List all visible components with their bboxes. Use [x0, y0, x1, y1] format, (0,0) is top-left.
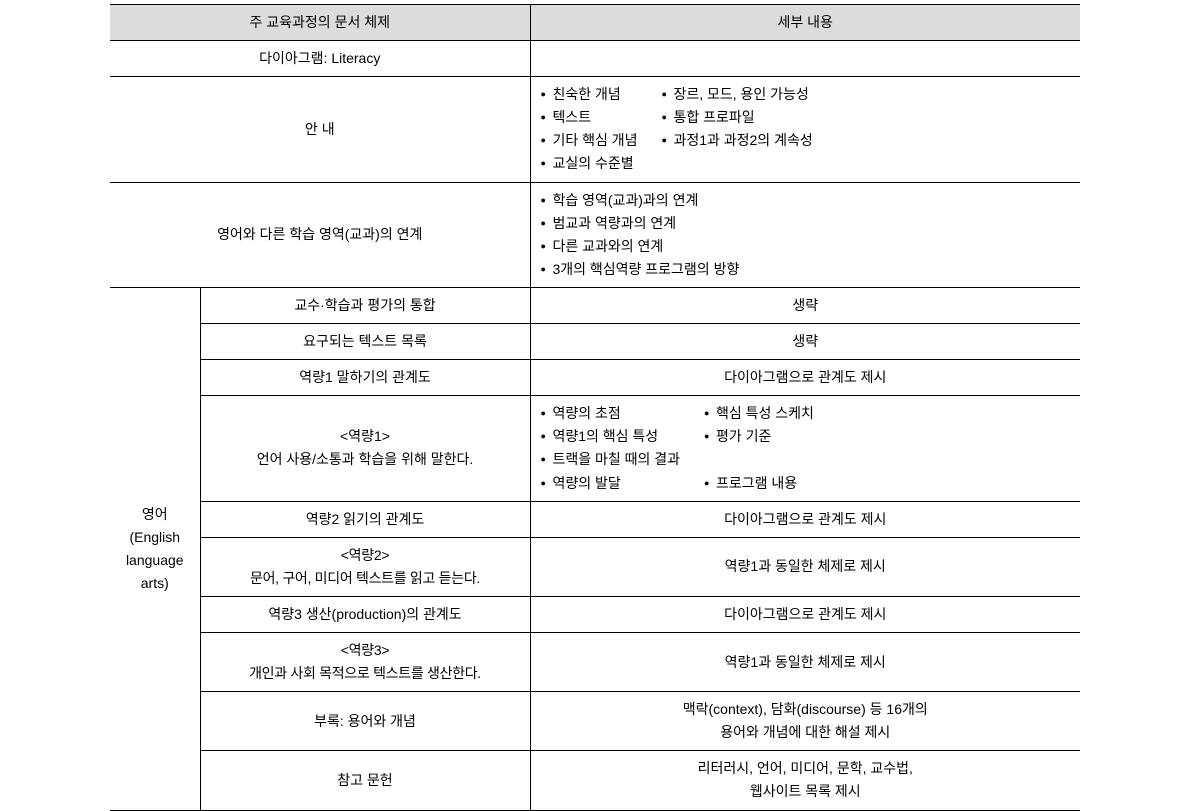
list-item: 과정1과 과정2의 계속성 — [662, 129, 813, 152]
row-r1: 영어 (English language arts) 교수·학습과 평가의 통합… — [110, 287, 1080, 323]
cell-r9-right: 맥락(context), 담화(discourse) 등 16개의 용어와 개념… — [530, 692, 1080, 751]
cell-r1-mid: 교수·학습과 평가의 통합 — [200, 287, 530, 323]
cell-r6-right: 역량1과 동일한 체제로 제시 — [530, 537, 1080, 596]
cell-r10-right: 리터러시, 언어, 미디어, 문학, 교수법, 웹사이트 목록 제시 — [530, 751, 1080, 810]
cell-guide-right: 친숙한 개념 텍스트 기타 핵심 개념 교실의 수준별 장르, 모드, 용인 가… — [530, 77, 1080, 182]
list-item: 장르, 모드, 용인 가능성 — [662, 83, 813, 106]
cell-r4-right: 역량의 초점 역량1의 핵심 특성 트랙을 마칠 때의 결과 역량의 발달 핵심… — [530, 396, 1080, 501]
cell-r2-right: 생략 — [530, 324, 1080, 360]
list-item: 다른 교과와의 연계 — [541, 235, 1071, 258]
header-col2: 세부 내용 — [530, 5, 1080, 41]
english-label-l3: language — [126, 552, 184, 568]
list-item: 3개의 핵심역량 프로그램의 방향 — [541, 258, 1071, 281]
list-item: 역량의 발달 — [541, 472, 681, 495]
r4-mid-l1: <역량1> — [340, 428, 390, 444]
cell-r3-mid: 역량1 말하기의 관계도 — [200, 360, 530, 396]
english-label-l4: arts) — [141, 575, 169, 591]
list-item: 평가 기준 — [704, 425, 814, 448]
cell-r8-mid: <역량3> 개인과 사회 목적으로 텍스트를 생산한다. — [200, 632, 530, 691]
row-linkage: 영어와 다른 학습 영역(교과)의 연계 학습 영역(교과)과의 연계 범교과 … — [110, 182, 1080, 287]
list-item: 핵심 특성 스케치 — [704, 402, 814, 425]
list-item: 텍스트 — [541, 106, 638, 129]
row-diagram: 다이아그램: Literacy — [110, 41, 1080, 77]
cell-r7-right: 다이아그램으로 관계도 제시 — [530, 596, 1080, 632]
r8-mid-l2: 개인과 사회 목적으로 텍스트를 생산한다. — [249, 665, 481, 681]
r9-right-l1: 맥락(context), 담화(discourse) 등 16개의 — [683, 701, 928, 717]
row-r8: <역량3> 개인과 사회 목적으로 텍스트를 생산한다. 역량1과 동일한 체제… — [110, 632, 1080, 691]
header-col1: 주 교육과정의 문서 체제 — [110, 5, 530, 41]
cell-r7-mid: 역량3 생산(production)의 관계도 — [200, 596, 530, 632]
cell-r5-mid: 역량2 읽기의 관계도 — [200, 501, 530, 537]
cell-guide-left: 안 내 — [110, 77, 530, 182]
curriculum-table: 주 교육과정의 문서 체제 세부 내용 다이아그램: Literacy 안 내 … — [110, 4, 1080, 811]
r10-right-l1: 리터러시, 언어, 미디어, 문학, 교수법, — [698, 760, 913, 776]
r6-mid-l2: 문어, 구어, 미디어 텍스트를 읽고 듣는다. — [250, 570, 480, 586]
page-wrap: 주 교육과정의 문서 체제 세부 내용 다이아그램: Literacy 안 내 … — [0, 0, 1190, 811]
cell-r2-mid: 요구되는 텍스트 목록 — [200, 324, 530, 360]
row-r7: 역량3 생산(production)의 관계도 다이아그램으로 관계도 제시 — [110, 596, 1080, 632]
r9-right-l2: 용어와 개념에 대한 해설 제시 — [720, 724, 890, 740]
list-item: 트랙을 마칠 때의 결과 — [541, 448, 681, 471]
cell-r10-mid: 참고 문헌 — [200, 751, 530, 810]
r4-mid-l2: 언어 사용/소통과 학습을 위해 말한다. — [257, 451, 474, 467]
row-r6: <역량2> 문어, 구어, 미디어 텍스트를 읽고 듣는다. 역량1과 동일한 … — [110, 537, 1080, 596]
r6-mid-l1: <역량2> — [341, 547, 389, 563]
cell-english-label: 영어 (English language arts) — [110, 287, 200, 810]
list-item: 교실의 수준별 — [541, 152, 638, 175]
list-item: 친숙한 개념 — [541, 83, 638, 106]
cell-diagram-right — [530, 41, 1080, 77]
linkage-bullets: 학습 영역(교과)과의 연계 범교과 역량과의 연계 다른 교과와의 연계 3개… — [541, 189, 1071, 281]
cell-r9-mid: 부록: 용어와 개념 — [200, 692, 530, 751]
r8-mid-l1: <역량3> — [341, 642, 389, 658]
cell-r6-mid: <역량2> 문어, 구어, 미디어 텍스트를 읽고 듣는다. — [200, 537, 530, 596]
row-guide: 안 내 친숙한 개념 텍스트 기타 핵심 개념 교실의 수준별 장르, 모드, … — [110, 77, 1080, 182]
guide-bullets-right: 장르, 모드, 용인 가능성 통합 프로파일 과정1과 과정2의 계속성 — [662, 83, 813, 175]
list-item: 범교과 역량과의 연계 — [541, 212, 1071, 235]
english-label-l2: (English — [129, 529, 180, 545]
r10-right-l2: 웹사이트 목록 제시 — [750, 783, 861, 799]
cell-r3-right: 다이아그램으로 관계도 제시 — [530, 360, 1080, 396]
row-r9: 부록: 용어와 개념 맥락(context), 담화(discourse) 등 … — [110, 692, 1080, 751]
english-label-l1: 영어 — [142, 506, 168, 522]
row-r3: 역량1 말하기의 관계도 다이아그램으로 관계도 제시 — [110, 360, 1080, 396]
cell-r1-right: 생략 — [530, 287, 1080, 323]
cell-linkage-right: 학습 영역(교과)과의 연계 범교과 역량과의 연계 다른 교과와의 연계 3개… — [530, 182, 1080, 287]
cell-r4-mid: <역량1> 언어 사용/소통과 학습을 위해 말한다. — [200, 396, 530, 501]
row-r5: 역량2 읽기의 관계도 다이아그램으로 관계도 제시 — [110, 501, 1080, 537]
cell-r8-right: 역량1과 동일한 체제로 제시 — [530, 632, 1080, 691]
table-header-row: 주 교육과정의 문서 체제 세부 내용 — [110, 5, 1080, 41]
cell-diagram-left: 다이아그램: Literacy — [110, 41, 530, 77]
list-item: 역량의 초점 — [541, 402, 681, 425]
guide-label: 안 내 — [305, 121, 335, 137]
cell-r5-right: 다이아그램으로 관계도 제시 — [530, 501, 1080, 537]
row-r2: 요구되는 텍스트 목록 생략 — [110, 324, 1080, 360]
guide-bullets-left: 친숙한 개념 텍스트 기타 핵심 개념 교실의 수준별 — [541, 83, 638, 175]
list-item: 통합 프로파일 — [662, 106, 813, 129]
r4-bullets-a: 역량의 초점 역량1의 핵심 특성 트랙을 마칠 때의 결과 역량의 발달 — [541, 402, 681, 494]
cell-linkage-left: 영어와 다른 학습 영역(교과)의 연계 — [110, 182, 530, 287]
list-item: 학습 영역(교과)과의 연계 — [541, 189, 1071, 212]
list-item: 프로그램 내용 — [704, 472, 814, 495]
row-r10: 참고 문헌 리터러시, 언어, 미디어, 문학, 교수법, 웹사이트 목록 제시 — [110, 751, 1080, 810]
list-item: 역량1의 핵심 특성 — [541, 425, 681, 448]
list-item: 기타 핵심 개념 — [541, 129, 638, 152]
r4-bullets-b: 핵심 특성 스케치 평가 기준 프로그램 내용 — [704, 402, 814, 494]
row-r4: <역량1> 언어 사용/소통과 학습을 위해 말한다. 역량의 초점 역량1의 … — [110, 396, 1080, 501]
